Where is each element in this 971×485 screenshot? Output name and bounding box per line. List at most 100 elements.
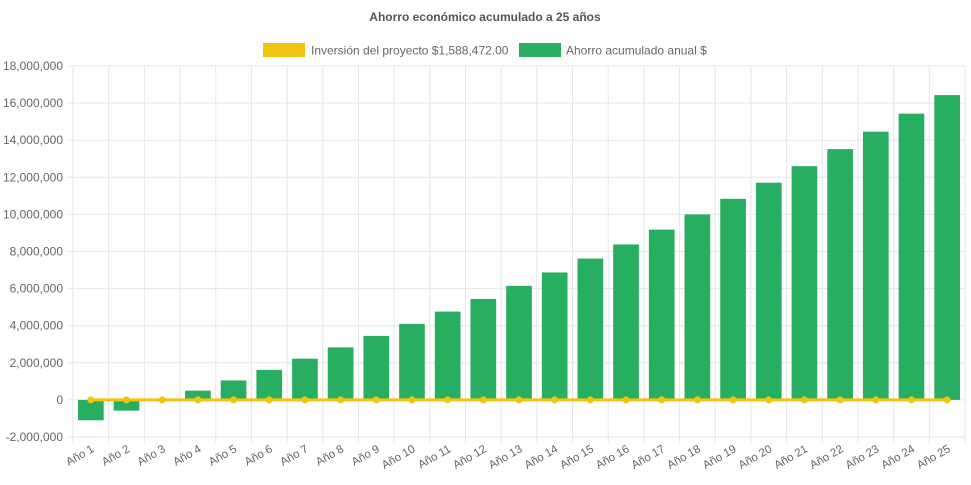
x-tick-label: Año 7 bbox=[278, 443, 310, 468]
point-inversion[interactable] bbox=[765, 396, 773, 404]
y-tick-label: 10,000,000 bbox=[3, 207, 63, 221]
x-tick-label: Año 23 bbox=[844, 443, 882, 472]
point-inversion[interactable] bbox=[87, 396, 95, 404]
line-series-inversion bbox=[87, 396, 951, 404]
y-tick-label: 0 bbox=[56, 393, 63, 407]
point-inversion[interactable] bbox=[479, 396, 487, 404]
legend-label-ahorro: Ahorro acumulado anual $ bbox=[566, 44, 707, 58]
x-tick-label: Año 25 bbox=[915, 443, 953, 472]
x-tick-label: Año 19 bbox=[701, 443, 739, 472]
bar-ahorro[interactable] bbox=[185, 390, 211, 400]
point-inversion[interactable] bbox=[408, 396, 416, 404]
point-inversion[interactable] bbox=[836, 396, 844, 404]
x-tick-label: Año 24 bbox=[879, 443, 917, 472]
x-tick-label: Año 22 bbox=[808, 443, 846, 472]
x-tick-label: Año 6 bbox=[243, 443, 275, 468]
x-tick-label: Año 1 bbox=[64, 443, 96, 468]
point-inversion[interactable] bbox=[265, 396, 273, 404]
y-tick-label: 8,000,000 bbox=[10, 245, 64, 259]
x-tick-label: Año 20 bbox=[737, 443, 775, 472]
point-inversion[interactable] bbox=[658, 396, 666, 404]
point-inversion[interactable] bbox=[693, 396, 701, 404]
bar-ahorro[interactable] bbox=[541, 272, 568, 400]
x-tick-label: Año 15 bbox=[558, 443, 596, 472]
bar-ahorro[interactable] bbox=[256, 369, 283, 400]
point-inversion[interactable] bbox=[586, 396, 594, 404]
x-tick-label: Año 14 bbox=[523, 443, 561, 472]
point-inversion[interactable] bbox=[158, 396, 166, 404]
x-tick-label: Año 2 bbox=[100, 443, 132, 468]
x-tick-label: Año 10 bbox=[380, 443, 418, 472]
x-tick-label: Año 8 bbox=[314, 443, 346, 468]
bar-ahorro[interactable] bbox=[577, 258, 604, 400]
x-tick-label: Año 13 bbox=[487, 443, 525, 472]
bar-ahorro[interactable] bbox=[77, 399, 104, 421]
bar-ahorro[interactable] bbox=[506, 285, 532, 400]
grid bbox=[67, 65, 966, 443]
bar-ahorro[interactable] bbox=[648, 229, 675, 400]
x-tick-label: Año 18 bbox=[665, 443, 703, 472]
x-tick-label: Año 16 bbox=[594, 443, 632, 472]
bar-ahorro[interactable] bbox=[327, 347, 354, 400]
point-inversion[interactable] bbox=[123, 396, 131, 404]
bar-ahorro[interactable] bbox=[827, 149, 853, 400]
y-tick-label: 16,000,000 bbox=[3, 96, 63, 110]
point-inversion[interactable] bbox=[444, 396, 452, 404]
bar-ahorro[interactable] bbox=[113, 399, 140, 411]
bar-ahorro[interactable] bbox=[862, 131, 889, 400]
point-inversion[interactable] bbox=[194, 396, 202, 404]
point-inversion[interactable] bbox=[872, 396, 880, 404]
y-tick-label: 6,000,000 bbox=[10, 282, 64, 296]
point-inversion[interactable] bbox=[551, 396, 559, 404]
bar-ahorro[interactable] bbox=[470, 298, 497, 400]
point-inversion[interactable] bbox=[301, 396, 309, 404]
x-tick-label: Año 12 bbox=[451, 443, 489, 472]
x-tick-label: Año 4 bbox=[171, 443, 204, 469]
x-axis-ticks: Año 1 Año 2 Año 3 Año 4 Año 5 Año 6 Año 7 Año 8… bbox=[64, 443, 952, 472]
point-inversion[interactable] bbox=[907, 396, 915, 404]
x-tick-label: Año 9 bbox=[350, 443, 382, 468]
bar-ahorro[interactable] bbox=[720, 198, 746, 400]
y-tick-label: 2,000,000 bbox=[10, 356, 64, 370]
point-inversion[interactable] bbox=[372, 396, 380, 404]
chart-title: Ahorro económico acumulado a 25 años bbox=[369, 10, 601, 24]
point-inversion[interactable] bbox=[337, 396, 345, 404]
bar-ahorro[interactable] bbox=[684, 214, 711, 400]
y-tick-label: -2,000,000 bbox=[6, 430, 64, 444]
bar-ahorro[interactable] bbox=[755, 182, 782, 400]
x-tick-label: Año 17 bbox=[630, 443, 668, 472]
point-inversion[interactable] bbox=[800, 396, 808, 404]
legend-item-inversion[interactable]: Inversión del proyecto $1,588,472.00 bbox=[263, 43, 509, 58]
x-tick-label: Año 21 bbox=[772, 443, 810, 472]
bar-series-ahorro bbox=[77, 95, 961, 421]
bar-ahorro[interactable] bbox=[292, 358, 318, 400]
point-inversion[interactable] bbox=[622, 396, 630, 404]
x-tick-label: Año 11 bbox=[416, 443, 453, 471]
y-tick-label: 4,000,000 bbox=[10, 319, 64, 333]
bar-ahorro[interactable] bbox=[898, 113, 925, 400]
legend-label-inversion: Inversión del proyecto $1,588,472.00 bbox=[311, 44, 509, 58]
point-inversion[interactable] bbox=[515, 396, 523, 404]
x-tick-label: Año 5 bbox=[207, 443, 239, 468]
point-inversion[interactable] bbox=[729, 396, 737, 404]
bar-ahorro[interactable] bbox=[934, 95, 961, 400]
point-inversion[interactable] bbox=[943, 396, 951, 404]
legend-swatch-inversion bbox=[263, 43, 305, 57]
bar-ahorro[interactable] bbox=[613, 244, 639, 400]
y-tick-label: 12,000,000 bbox=[3, 170, 63, 184]
legend-item-ahorro[interactable]: Ahorro acumulado anual $ bbox=[519, 43, 707, 58]
bar-ahorro[interactable] bbox=[220, 380, 247, 400]
bar-ahorro[interactable] bbox=[434, 311, 461, 400]
legend: Inversión del proyecto $1,588,472.00 Aho… bbox=[263, 43, 707, 58]
y-tick-label: 18,000,000 bbox=[3, 59, 63, 73]
point-inversion[interactable] bbox=[230, 396, 238, 404]
y-tick-label: 14,000,000 bbox=[3, 133, 63, 147]
legend-swatch-ahorro bbox=[519, 43, 561, 57]
bar-ahorro[interactable] bbox=[399, 323, 425, 400]
bar-ahorro[interactable] bbox=[363, 335, 390, 400]
bar-ahorro[interactable] bbox=[791, 166, 818, 400]
y-axis-ticks: -2,000,000 0 2,000,000 4,000,000 6,000,000 8,… bbox=[3, 59, 63, 444]
x-tick-label: Año 3 bbox=[136, 443, 168, 468]
